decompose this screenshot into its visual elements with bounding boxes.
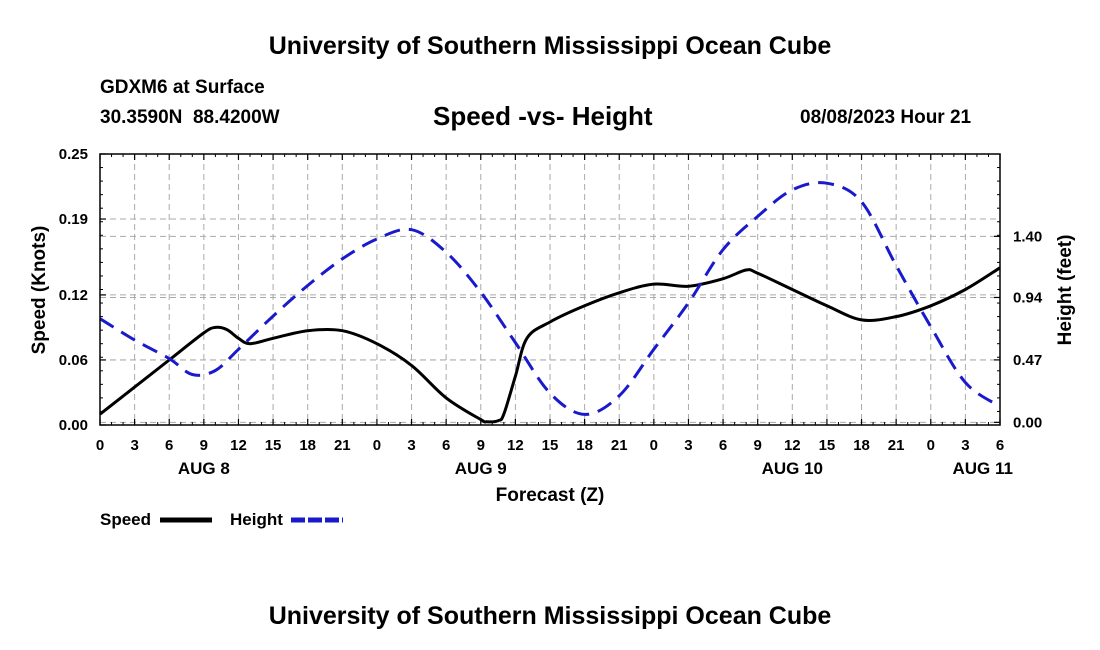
x-tick-label: 9 [754, 437, 762, 454]
x-tick-label: 12 [230, 437, 247, 454]
chart-title: Speed -vs- Height [433, 101, 653, 131]
x-tick-label: 6 [442, 437, 450, 454]
legend-label-height: Height [230, 510, 283, 529]
x-tick-label: 3 [407, 437, 415, 454]
x-tick-label: 0 [96, 437, 104, 454]
x-tick-label: 0 [373, 437, 381, 454]
x-tick-label: 21 [611, 437, 628, 454]
y2-tick-label: 0.94 [1013, 289, 1043, 306]
x-tick-label: 18 [299, 437, 316, 454]
footer-title: University of Southern Mississippi Ocean… [268, 602, 832, 630]
y-tick-label: 0.00 [59, 417, 88, 434]
y-tick-label: 0.25 [59, 146, 88, 163]
station-label: GDXM6 at Surface [100, 77, 265, 98]
coordinates-label: 30.3590N 88.4200W [100, 107, 280, 128]
legend-label-speed: Speed [100, 510, 151, 529]
x-tick-label: 3 [961, 437, 969, 454]
y2-tick-label: 1.40 [1013, 228, 1042, 245]
x-tick-label: 0 [927, 437, 935, 454]
x-tick-label: 6 [996, 437, 1004, 454]
x-tick-label: 6 [165, 437, 173, 454]
data-series [99, 181, 1001, 424]
x-tick-label: 21 [888, 437, 905, 454]
y-axis-title: Speed (Knots) [29, 226, 50, 355]
grid-lines [100, 154, 1000, 425]
axis-labels: 0 3 6 9 12 15 18 21 0 3 6 9 12 15 18 21 0 3 6 9 12 15 18 21 0 3 6A… [59, 146, 1043, 478]
height-series-line [99, 181, 1001, 416]
forecast-datetime: 08/08/2023 Hour 21 [800, 107, 972, 128]
speed-series-line [99, 266, 1001, 424]
x-tick-label: 6 [719, 437, 727, 454]
x-tick-label: 18 [576, 437, 593, 454]
day-label: AUG 11 [952, 459, 1012, 478]
x-tick-label: 15 [265, 437, 282, 454]
x-tick-label: 3 [130, 437, 138, 454]
plot-frame [99, 153, 1001, 426]
y2-tick-label: 0.47 [1013, 352, 1042, 369]
y-tick-label: 0.12 [59, 287, 88, 304]
x-tick-label: 9 [477, 437, 485, 454]
legend: Speed Height [100, 510, 343, 529]
page-title: University of Southern Mississippi Ocean… [268, 32, 832, 60]
x-tick-label: 0 [650, 437, 658, 454]
x-tick-label: 15 [542, 437, 559, 454]
x-axis-title: Forecast (Z) [496, 485, 605, 506]
x-tick-label: 15 [819, 437, 836, 454]
y-tick-label: 0.19 [59, 211, 88, 228]
y2-tick-label: 0.00 [1013, 414, 1042, 431]
day-label: AUG 8 [178, 459, 230, 478]
y2-axis-title: Height (feet) [1055, 235, 1076, 346]
x-tick-label: 12 [507, 437, 524, 454]
x-tick-label: 21 [334, 437, 351, 454]
x-tick-label: 9 [200, 437, 208, 454]
x-tick-label: 3 [684, 437, 692, 454]
x-tick-label: 12 [784, 437, 801, 454]
x-tick-label: 18 [853, 437, 870, 454]
day-label: AUG 9 [455, 459, 507, 478]
day-label: AUG 10 [762, 459, 823, 478]
y-tick-label: 0.06 [59, 352, 88, 369]
